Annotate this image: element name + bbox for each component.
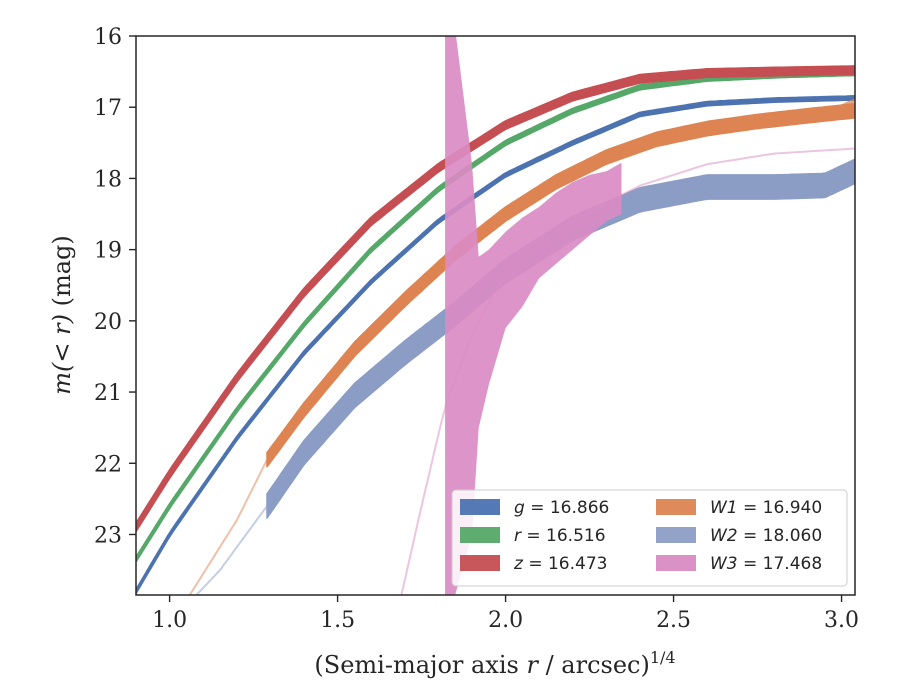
series-r-band <box>136 69 855 563</box>
legend-label: W3 = 17.468 <box>710 554 822 574</box>
y-axis-label: m(< r) (mag) <box>48 235 76 395</box>
legend-swatch <box>460 555 500 571</box>
legend-swatch <box>460 499 500 515</box>
legend-item-W2: W2 = 18.060 <box>656 526 822 546</box>
x-axis: 1.0 1.5 2.0 2.5 3.0 <box>152 595 859 633</box>
legend-label: W1 = 16.940 <box>710 498 822 518</box>
series-W2-model-line <box>195 505 268 595</box>
series-z-band <box>136 65 855 533</box>
series-W1-band-upper <box>640 98 855 145</box>
series-g <box>136 95 855 595</box>
legend-item-z: z = 16.473 <box>460 554 607 574</box>
x-tick-label: 1.0 <box>152 608 187 633</box>
x-tick-label: 1.5 <box>320 608 355 633</box>
legend-swatch <box>656 499 696 515</box>
legend-label: r = 16.516 <box>514 526 606 546</box>
legend-swatch <box>460 527 500 543</box>
y-tick-label: 21 <box>94 381 122 406</box>
series-r <box>136 69 855 563</box>
y-tick-label: 17 <box>94 96 122 121</box>
series-z <box>136 65 855 533</box>
legend-item-g: g = 16.866 <box>460 498 609 518</box>
x-tick-label: 2.0 <box>488 608 523 633</box>
legend-item-r: r = 16.516 <box>460 526 606 546</box>
x-tick-label: 2.5 <box>656 608 691 633</box>
y-tick-label: 16 <box>94 25 122 50</box>
legend-swatch <box>656 527 696 543</box>
y-axis: 16 17 18 19 20 21 22 23 <box>94 25 136 548</box>
legend-label: g = 16.866 <box>514 498 609 518</box>
legend-item-W3: W3 = 17.468 <box>656 554 822 574</box>
x-tick-label: 3.0 <box>824 608 859 633</box>
series-W1-band <box>266 102 855 468</box>
y-tick-label: 20 <box>94 310 122 335</box>
axes-frame <box>135 35 856 596</box>
legend-label: z = 16.473 <box>513 554 607 574</box>
legend: g = 16.866 r = 16.516 z = 16.473 W1 = 16.94… <box>451 489 848 587</box>
legend-label: W2 = 18.060 <box>710 526 822 546</box>
y-tick-label: 19 <box>94 239 122 264</box>
y-tick-label: 23 <box>94 523 122 548</box>
x-axis-label: (Semi-major axis r / arcsec)1/4 <box>314 648 675 679</box>
series-g-band <box>136 95 855 595</box>
series-W1-model-line <box>188 459 268 595</box>
legend-item-W1: W1 = 16.940 <box>656 498 822 518</box>
y-tick-label: 18 <box>94 167 122 192</box>
y-tick-label: 22 <box>94 452 122 477</box>
legend-swatch <box>656 555 696 571</box>
